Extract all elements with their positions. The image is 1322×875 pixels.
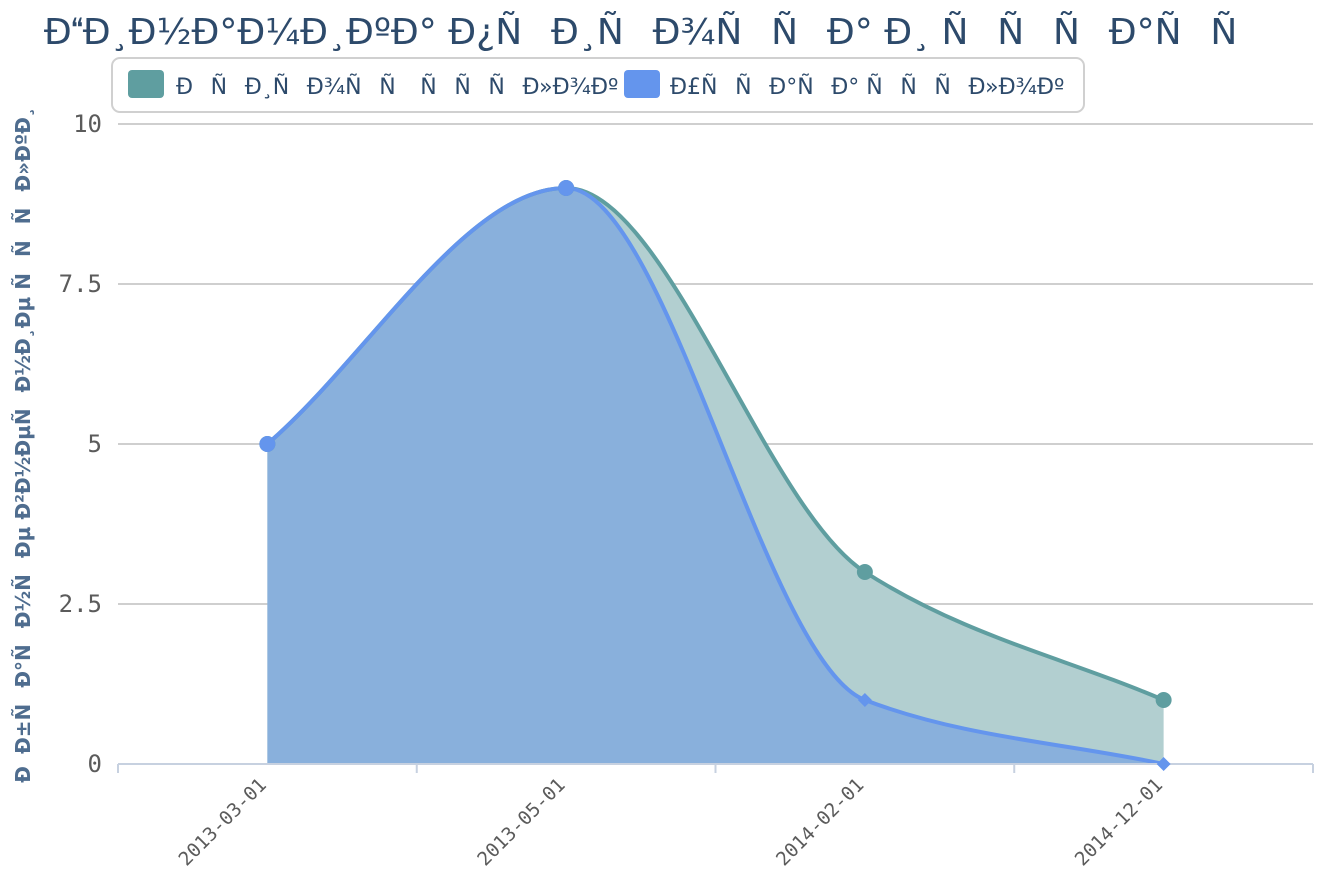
x-tick-label: 2014-02-01 <box>772 774 868 870</box>
chart-title: ÐÐ¸Ð½Ð°Ð¼Ð¸ÐºÐ° Ð¿ÑÐ¸ÑÐ¾ÑÑÐ° Ð¸ ÑÑ… <box>44 11 1266 53</box>
loss-point <box>259 436 276 452</box>
markers-loss <box>259 180 1171 771</box>
line-loss <box>266 185 1165 766</box>
loss-point <box>1156 757 1171 771</box>
x-tick-label: 2014-12-01 <box>1071 774 1167 870</box>
increase-point <box>856 564 873 580</box>
y-tick-label: 7.5 <box>59 270 102 298</box>
y-tick-label: 5 <box>88 430 102 458</box>
x-tick-labels: 2013-03-01 2013-05-01 2014-02-01 2014-12-01 <box>174 774 1167 870</box>
x-tick-label: 2013-03-01 <box>174 774 270 870</box>
legend-label-increase: ÐÑÐ¸ÑÐ¾ÑÑ ÑÑÑÐ»Ð¾Ðº <box>176 73 618 100</box>
loss-point <box>857 693 872 707</box>
y-axis-label: ÐÐ±ÑÐ°ÑÐ½ÑÐµ Ð²Ð½ÐµÑÐ½Ð¸Ðµ ÑÑÑÐ»… <box>11 107 35 783</box>
y-tick-label: 2.5 <box>59 590 102 618</box>
loss-point <box>558 180 575 196</box>
x-tick-marks <box>117 764 1314 773</box>
legend-box <box>111 57 1085 113</box>
legend: ÐÑÐ¸ÑÐ¾ÑÑ ÑÑÑÐ»Ð¾Ðº Ð£ÑÑÐ°ÑÐ°… <box>111 57 1085 113</box>
legend-label-loss: Ð£ÑÑÐ°ÑÐ° ÑÑÑÐ»Ð¾Ðº <box>670 73 1064 100</box>
x-tick-label: 2013-05-01 <box>473 774 569 870</box>
increase-point <box>1155 692 1172 708</box>
area-loss <box>267 188 1164 764</box>
legend-swatch-increase <box>128 70 164 98</box>
legend-swatch-loss <box>624 70 660 98</box>
y-tick-labels: 0 2.5 5 7.5 10 <box>59 110 102 778</box>
y-tick-label: 0 <box>88 750 102 778</box>
y-tick-label: 10 <box>73 110 102 138</box>
